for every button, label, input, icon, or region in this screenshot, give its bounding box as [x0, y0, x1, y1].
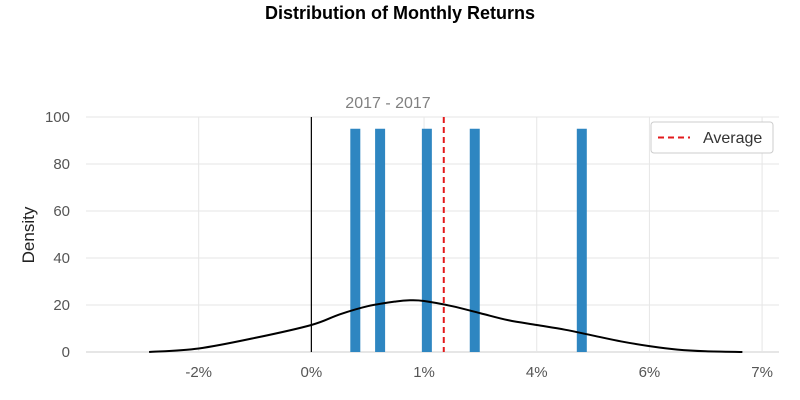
- x-tick-labels: -2% 0% 1% 4% 6% 7%: [185, 364, 773, 381]
- y-tick-label: 80: [53, 156, 70, 173]
- histogram-bars: [350, 128, 587, 352]
- y-tick-label: 20: [53, 297, 70, 314]
- y-tick-label: 60: [53, 203, 70, 220]
- density-curve: [149, 299, 743, 353]
- y-axis-label: Density: [19, 206, 38, 263]
- grid-lines: [86, 116, 779, 353]
- x-tick-label: 1%: [413, 364, 435, 381]
- histogram-bar: [375, 128, 386, 352]
- legend-average-label: Average: [703, 130, 762, 147]
- x-tick-label: 0%: [301, 364, 323, 381]
- x-tick-label: 4%: [526, 364, 548, 381]
- histogram-bar: [421, 128, 432, 352]
- legend: Average: [650, 121, 774, 154]
- x-tick-label: -2%: [185, 364, 212, 381]
- histogram-bar: [576, 128, 587, 352]
- histogram-bar: [350, 128, 361, 352]
- y-tick-labels: 0 20 40 60 80 100: [45, 109, 70, 361]
- x-tick-label: 6%: [639, 364, 661, 381]
- chart-subtitle: 2017 - 2017: [345, 95, 431, 112]
- y-tick-label: 40: [53, 250, 70, 267]
- legend-box: [650, 121, 774, 154]
- histogram-bar: [469, 128, 480, 352]
- chart-title: Distribution of Monthly Returns: [265, 3, 535, 23]
- y-tick-label: 0: [62, 344, 70, 361]
- y-tick-label: 100: [45, 109, 70, 126]
- x-tick-label: 7%: [751, 364, 773, 381]
- series-lines: [149, 117, 743, 353]
